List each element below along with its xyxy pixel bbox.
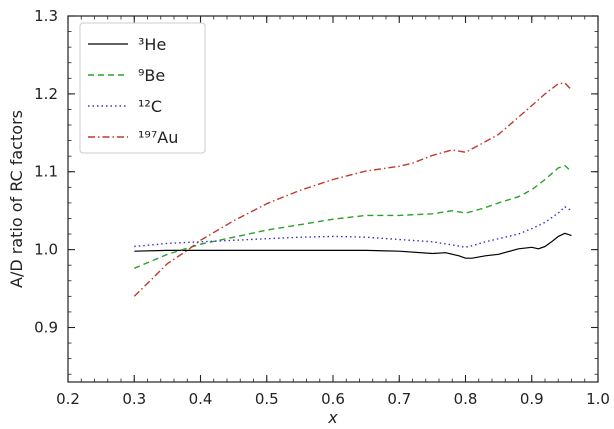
- series-line: [134, 206, 572, 249]
- legend-items: ³He ⁹Be ¹²C ¹⁹⁷Au: [88, 35, 178, 147]
- legend-label: ¹⁹⁷Au: [138, 128, 178, 147]
- x-tick-label: 0.4: [189, 390, 213, 408]
- legend-label: ⁹Be: [138, 66, 165, 85]
- x-tick-label: 0.8: [454, 390, 478, 408]
- legend-label: ¹²C: [138, 97, 162, 116]
- plot-frame: [67, 15, 599, 383]
- x-tick-label: 0.5: [255, 390, 279, 408]
- series-line: [134, 164, 572, 269]
- y-tick-label: 1.2: [34, 85, 58, 103]
- legend-box: [79, 22, 206, 154]
- x-axis-label: x: [327, 408, 338, 427]
- x-tick-label: 0.6: [321, 390, 345, 408]
- x-tick-label: 0.3: [122, 390, 146, 408]
- x-tick-label: 0.7: [387, 390, 411, 408]
- x-tick-label: 1.0: [586, 390, 610, 408]
- series-line: [133, 82, 573, 297]
- y-tick-label: 1.0: [34, 241, 58, 259]
- series-line: [134, 232, 572, 259]
- x-tick-label: 0.2: [56, 390, 80, 408]
- axes: 0.2 0.3 0.4 0.5 0.6 0.7 0.8 0.9 1.0 0.9 1.0 1.1 1.2 1…: [34, 7, 610, 408]
- legend-label: ³He: [138, 35, 166, 54]
- y-tick-label: 1.3: [34, 7, 58, 25]
- legend: ³He ⁹Be ¹²C ¹⁹⁷Au: [79, 22, 206, 154]
- y-tick-label: 1.1: [34, 163, 58, 181]
- x-tick-label: 0.9: [520, 390, 544, 408]
- series-layer: [133, 82, 573, 297]
- y-tick-label: 0.9: [34, 318, 58, 336]
- y-axis-label: A/D ratio of RC factors: [7, 110, 26, 288]
